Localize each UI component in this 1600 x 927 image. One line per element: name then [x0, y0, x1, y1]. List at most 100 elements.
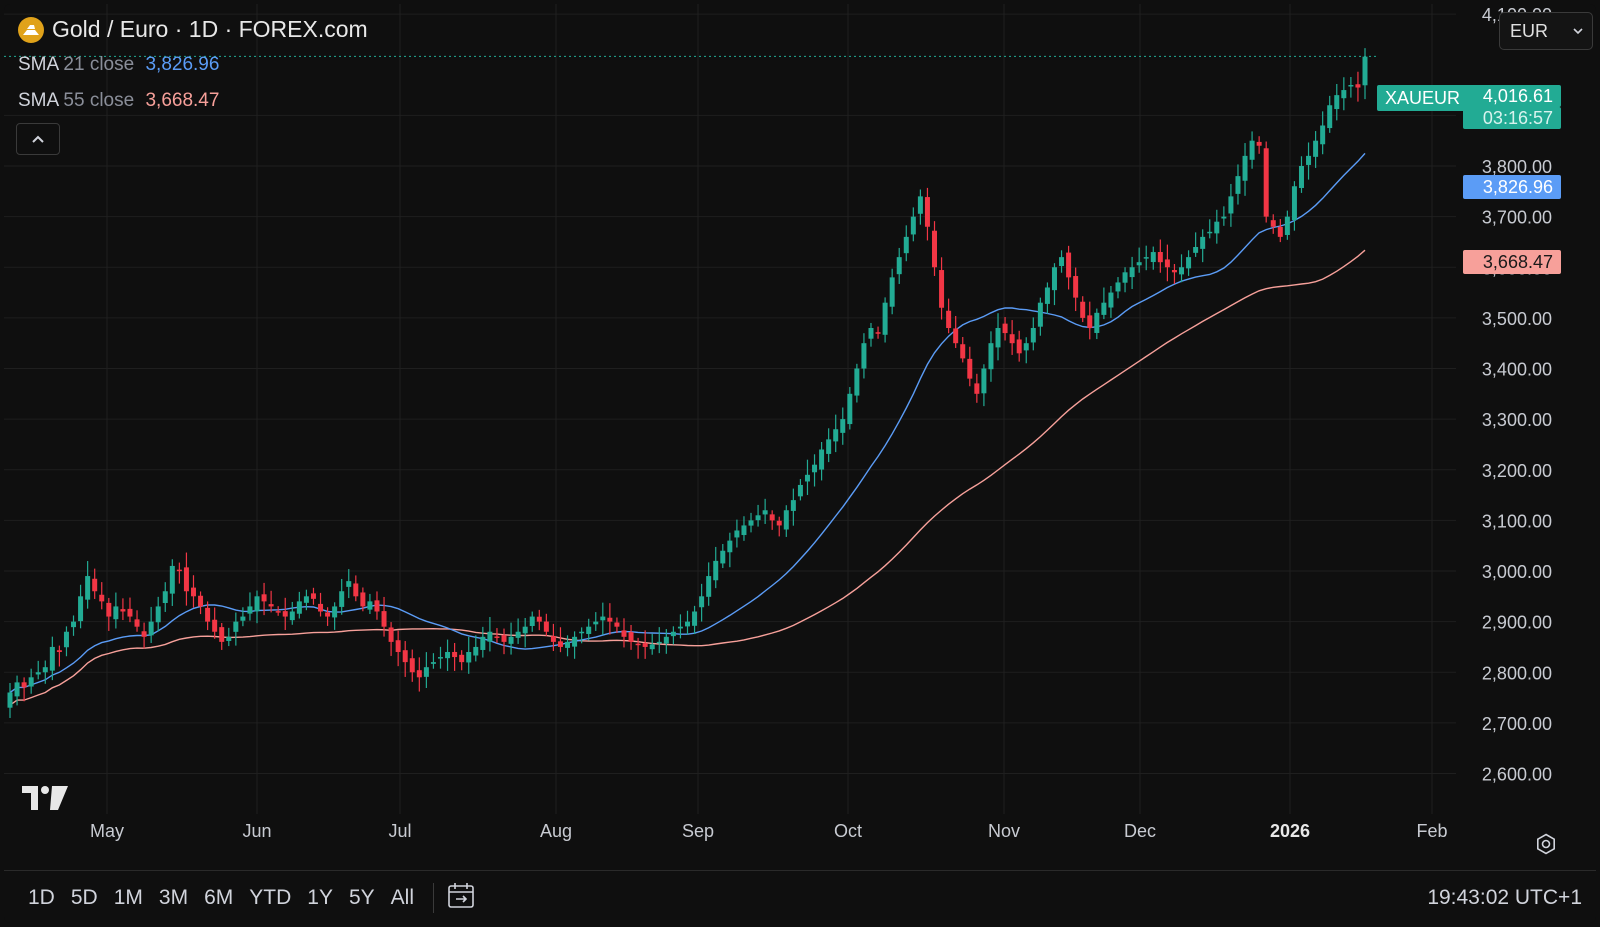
candle-body [515, 631, 521, 638]
candle-body [402, 650, 408, 663]
candle-body [621, 630, 627, 637]
candle-body [1143, 257, 1149, 259]
candle-body [1044, 287, 1050, 304]
range-button-6m[interactable]: 6M [204, 885, 234, 909]
range-button-3m[interactable]: 3M [158, 885, 189, 909]
candle-body [1179, 267, 1185, 275]
sma55-legend[interactable]: SMA 55 close 3,668.47 [18, 90, 219, 112]
price-chart[interactable]: 2,600.00 2,700.00 2,800.00 2,900.00 3,000.00… [4, 4, 1596, 870]
candle-body [1150, 252, 1156, 263]
symbol-header[interactable]: Gold / Euro · 1D · FOREX.com [18, 16, 368, 43]
range-button-1y[interactable]: 1Y [307, 885, 333, 909]
range-button-ytd[interactable]: YTD [249, 885, 292, 909]
candle-body [826, 439, 832, 454]
candle-body [212, 619, 218, 632]
candle-body [501, 635, 507, 642]
candle-body [1023, 343, 1029, 351]
candle-body [445, 652, 451, 659]
candle-body [1313, 140, 1319, 157]
candle-body [974, 383, 980, 394]
candle-body [176, 569, 182, 572]
candle-body [480, 636, 486, 650]
candle-body [889, 277, 895, 307]
candle-body [656, 641, 662, 644]
candle-body [882, 302, 888, 335]
candle-body [318, 603, 324, 612]
collapse-legend-button[interactable] [16, 123, 60, 155]
candle-body [572, 636, 578, 647]
candle-body [190, 587, 196, 597]
range-button-1d[interactable]: 1D [28, 885, 55, 909]
sma21-price-tag: 3,826.96 [1463, 175, 1561, 199]
candle-body [1066, 252, 1072, 278]
candle-body [1235, 176, 1241, 194]
candle-body [663, 636, 669, 644]
candle-body [1186, 257, 1192, 269]
gear-icon[interactable] [1535, 833, 1557, 860]
last-price-tag: 4,016.61 [1463, 85, 1561, 107]
candle-body [635, 643, 641, 646]
candle-body [1164, 259, 1170, 268]
candle-body [268, 604, 274, 607]
candle-body [85, 576, 91, 600]
candle-body [988, 343, 994, 370]
candle-body [226, 636, 232, 642]
candle-body [381, 611, 387, 627]
candle-body [776, 520, 782, 526]
candle-body [49, 646, 55, 671]
sma55-param: 55 close [63, 90, 135, 111]
y-tick-label: 3,100.00 [1482, 511, 1552, 531]
candle-body [896, 257, 902, 275]
candle-body [783, 510, 789, 530]
candle-body [1291, 186, 1297, 221]
tradingview-logo-icon[interactable] [22, 786, 68, 815]
candle-body [303, 596, 309, 603]
sma21-label: SMA [18, 54, 59, 75]
candle-body [614, 622, 620, 627]
candle-body [430, 662, 436, 664]
candle-body [1270, 220, 1276, 227]
candle-body [275, 611, 281, 613]
sma55-value: 3,668.47 [145, 90, 220, 111]
candle-body [706, 576, 712, 597]
candle-body [339, 591, 345, 607]
range-button-all[interactable]: All [390, 885, 414, 909]
sma21-legend[interactable]: SMA 21 close 3,826.96 [18, 54, 219, 76]
candle-body [1094, 312, 1100, 333]
candle-body [7, 692, 13, 708]
candle-body [917, 196, 923, 214]
candle-body [388, 627, 394, 642]
range-button-5y[interactable]: 5Y [348, 885, 375, 909]
candle-body [536, 616, 542, 622]
candle-body [875, 332, 881, 334]
y-tick-label: 2,600.00 [1482, 765, 1552, 785]
currency-select[interactable]: EUR [1499, 12, 1593, 50]
candle-body [529, 616, 535, 626]
candle-body [1214, 221, 1220, 234]
candle-body [219, 627, 225, 642]
calendar-goto-icon[interactable] [446, 880, 476, 915]
range-button-5d[interactable]: 5D [70, 885, 98, 909]
x-tick-label: Jul [388, 821, 411, 841]
candle-body [939, 270, 945, 308]
candle-body [586, 626, 592, 634]
candle-body [21, 682, 27, 688]
candle-body [162, 591, 168, 604]
chevron-up-icon [32, 135, 44, 143]
candle-body [78, 596, 84, 622]
candle-body [762, 510, 768, 515]
candle-body [141, 631, 147, 637]
range-button-1m[interactable]: 1M [113, 885, 143, 909]
candle-body [14, 682, 20, 697]
candle-body [670, 631, 676, 637]
candle-body [1263, 148, 1269, 217]
candle-body [755, 515, 761, 521]
candle-body [198, 595, 204, 607]
clock-timezone[interactable]: 19:43:02 UTC+1 [1427, 885, 1582, 909]
y-tick-label: 2,900.00 [1482, 613, 1552, 633]
candle-body [1122, 272, 1128, 283]
candle-body [1080, 301, 1086, 318]
candle-body [1002, 323, 1008, 334]
candle-body [1108, 292, 1114, 308]
candle-body [685, 621, 690, 627]
